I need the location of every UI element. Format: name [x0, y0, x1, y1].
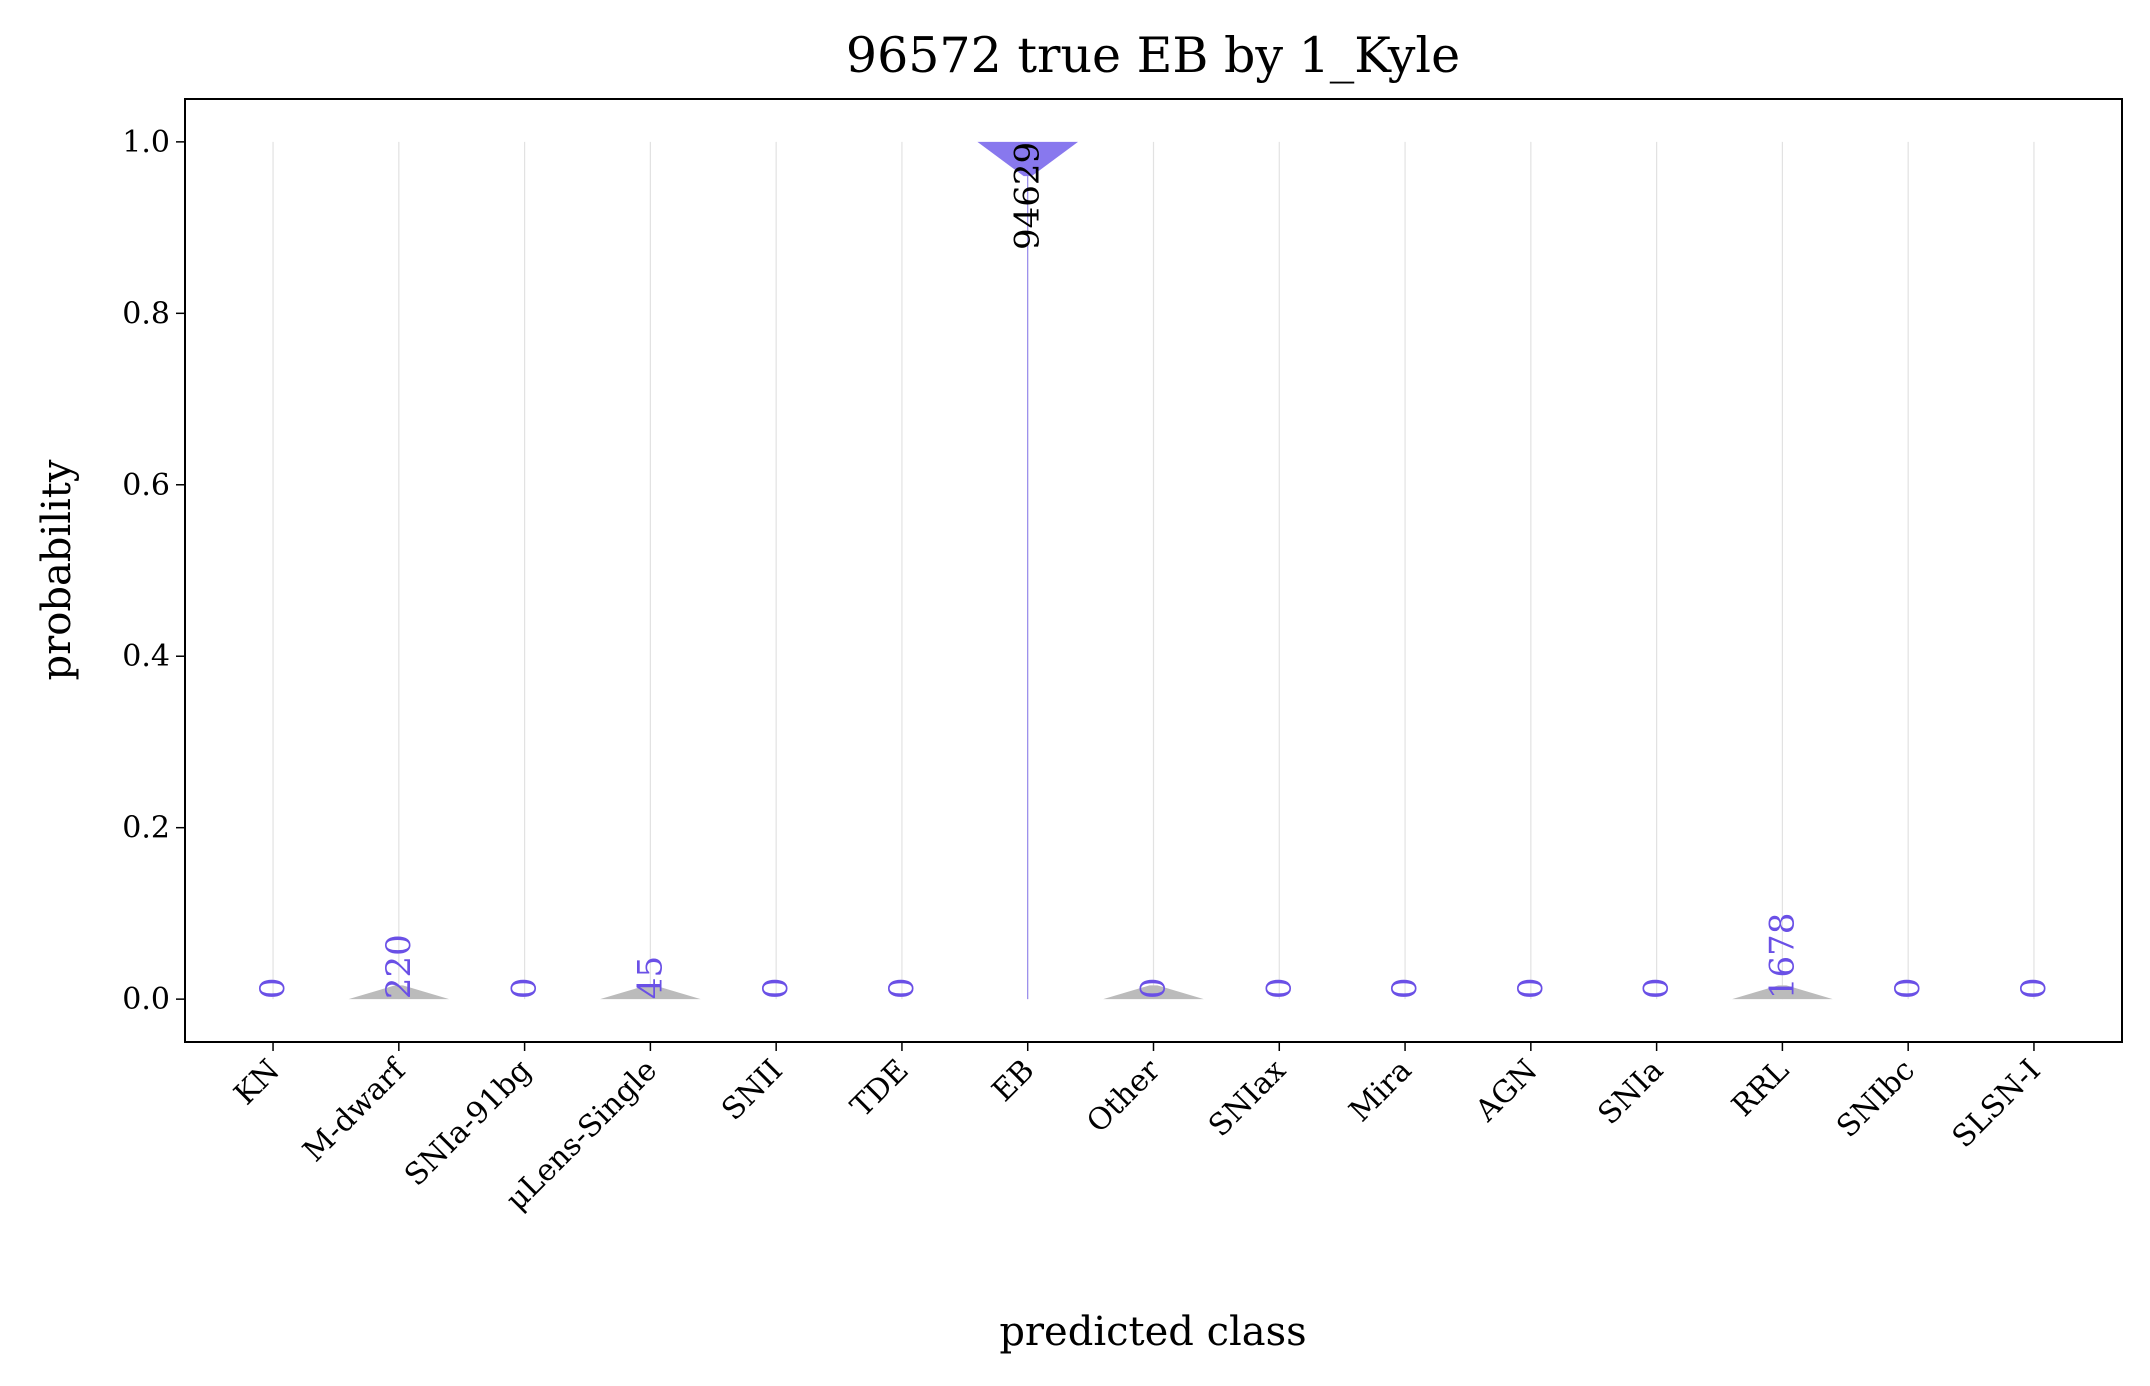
value-label: 94629 [1008, 142, 1048, 250]
value-label: 0 [1259, 977, 1299, 999]
x-tick-label: SNIa-91bg [398, 1053, 538, 1193]
value-label: 0 [1385, 977, 1425, 999]
value-label: 45 [630, 956, 670, 999]
x-tick-label: Other [1080, 1052, 1167, 1139]
x-tick-label: SNIbc [1830, 1053, 1922, 1145]
y-tick-label: 0.2 [122, 811, 170, 846]
value-label: 0 [1511, 977, 1551, 999]
violin [1103, 985, 1204, 1000]
value-label: 0 [253, 977, 293, 999]
violin [977, 141, 1079, 177]
value-label: 0 [882, 977, 922, 999]
value-label: 0 [1888, 977, 1928, 999]
value-label: 0 [756, 977, 796, 999]
value-label: 0 [505, 977, 545, 999]
value-label: 0 [1134, 977, 1174, 999]
x-tick-label: Mira [1343, 1053, 1419, 1129]
x-axis-label: predicted class [999, 1309, 1306, 1355]
chart-title: 96572 true EB by 1_Kyle [846, 27, 1460, 84]
y-tick-label: 0.8 [122, 296, 170, 331]
x-tick-label: SLSN-I [1946, 1053, 2048, 1155]
x-tick-label: AGN [1468, 1053, 1544, 1129]
plot-frame [184, 98, 2123, 1043]
y-tick-label: 1.0 [122, 125, 170, 160]
value-label: 0 [1637, 977, 1677, 999]
y-axis-label: probability [34, 459, 80, 680]
x-tick-label: RRL [1725, 1053, 1796, 1124]
x-tick-label: EB [986, 1053, 1042, 1109]
y-tick-label: 0.6 [122, 468, 170, 503]
value-label: 220 [379, 934, 419, 999]
x-tick-label: TDE [844, 1053, 915, 1124]
violin [1732, 985, 1833, 1000]
x-tick-label: M-dwarf [296, 1052, 413, 1169]
y-tick-label: 0.0 [122, 982, 170, 1017]
x-tick-label: SNII [715, 1053, 790, 1128]
value-label: 1678 [1762, 913, 1802, 1000]
x-tick-label: KN [228, 1053, 287, 1112]
x-tick-label: SNIax [1202, 1053, 1293, 1144]
x-tick-label: SNIa [1591, 1053, 1670, 1132]
violin [348, 985, 450, 1000]
violin [600, 985, 701, 1000]
value-label: 0 [2014, 977, 2054, 999]
y-tick-label: 0.4 [122, 639, 170, 674]
